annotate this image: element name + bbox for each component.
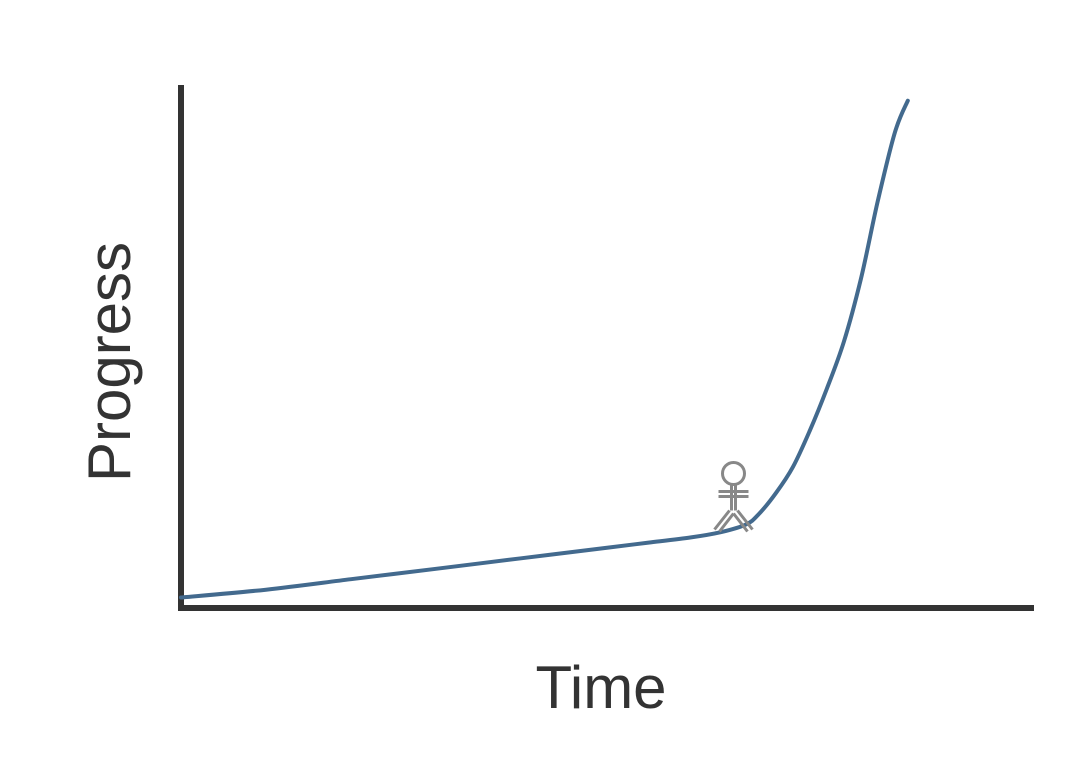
- x-axis-label: Time: [535, 654, 666, 721]
- stick-figure-icon: [713, 461, 754, 533]
- series-line: [179, 98, 910, 600]
- y-axis-label: Progress: [76, 242, 143, 482]
